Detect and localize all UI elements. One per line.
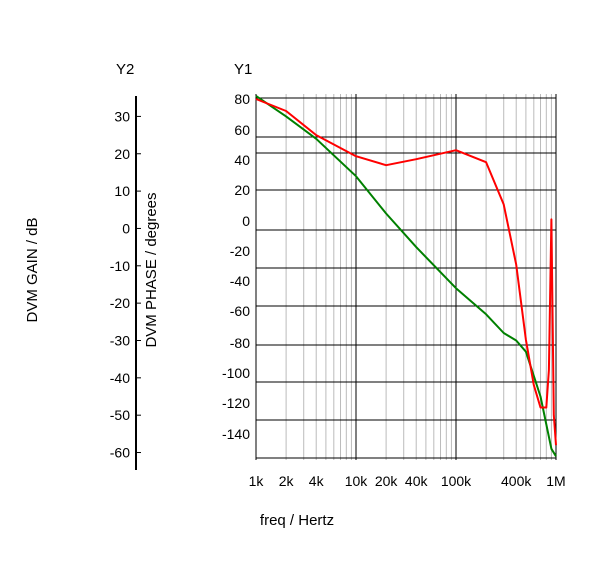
- phase-series-line: [255, 98, 557, 446]
- y2-tick-label: 0: [122, 220, 130, 236]
- y1-tick-label: -140: [222, 426, 250, 442]
- x-axis-label: freq / Hertz: [260, 512, 334, 529]
- y2-tick-label: 10: [114, 183, 130, 199]
- y1-tick-label: 60: [234, 122, 250, 138]
- x-tick-label: 10k: [345, 473, 369, 489]
- series-lines: [255, 95, 557, 457]
- y2-axis-label: DVM GAIN / dB: [24, 217, 41, 322]
- y1-tick-label: -20: [230, 243, 250, 259]
- y1-tick-label: -120: [222, 395, 250, 411]
- y1-tick-labels: 80 60 40 20 0 -20 -40 -60 -80 -100 -120 -140: [222, 91, 250, 442]
- x-tick-label: 1k: [249, 473, 265, 489]
- y1-tick-label: 0: [242, 213, 250, 229]
- y2-tick-label: 20: [114, 146, 130, 162]
- x-tick-label: 20k: [375, 473, 399, 489]
- x-tick-label: 4k: [309, 473, 325, 489]
- y2-tick-label: 30: [114, 108, 130, 124]
- y1-tick-label: -80: [230, 335, 250, 351]
- y2-tick-label: -30: [110, 332, 130, 348]
- x-tick-labels: 1k 2k 4k 10k 20k 40k 100k 400k 1M: [249, 473, 566, 489]
- y2-title: Y2: [116, 61, 134, 78]
- y1-tick-label: 20: [234, 182, 250, 198]
- y2-tick-label: -60: [110, 445, 130, 461]
- y1-axis-label: DVM PHASE / degrees: [143, 192, 160, 347]
- x-tick-label: 100k: [441, 473, 472, 489]
- y1-title: Y1: [234, 61, 252, 78]
- gain-series-line: [255, 95, 557, 457]
- gridlines: [255, 94, 557, 460]
- y1-tick-label: -40: [230, 273, 250, 289]
- x-tick-label: 400k: [501, 473, 532, 489]
- y1-tick-label: 40: [234, 152, 250, 168]
- x-tick-label: 40k: [405, 473, 429, 489]
- x-tick-label: 2k: [279, 473, 295, 489]
- y2-axis: 30 20 10 0 -10 -20 -30 -40 -50 -60: [110, 96, 141, 470]
- y2-tick-label: -20: [110, 295, 130, 311]
- y2-tick-label: -10: [110, 258, 130, 274]
- y2-tick-label: -40: [110, 370, 130, 386]
- y1-tick-label: -60: [230, 303, 250, 319]
- y2-tick-label: -50: [110, 407, 130, 423]
- y1-tick-label: 80: [234, 91, 250, 107]
- y1-tick-label: -100: [222, 365, 250, 381]
- x-tick-label: 1M: [546, 473, 565, 489]
